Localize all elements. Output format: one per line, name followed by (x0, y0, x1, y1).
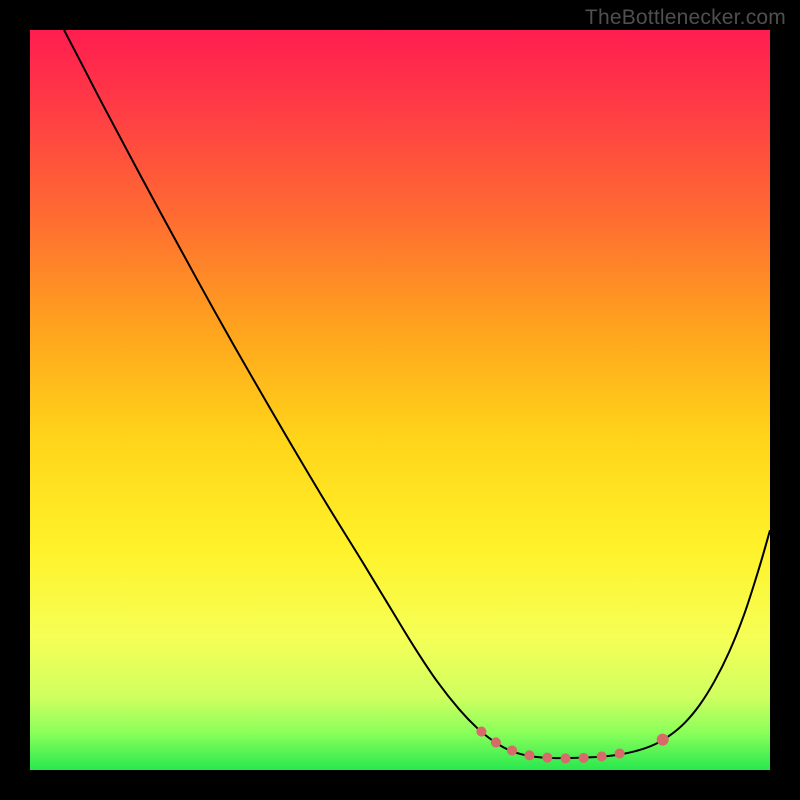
gradient-background (30, 30, 770, 770)
attribution-text: TheBottlenecker.com (585, 6, 786, 30)
chart-plot-area (30, 30, 770, 770)
optimal-end-marker (657, 734, 669, 746)
bottleneck-curve-chart (30, 30, 770, 770)
